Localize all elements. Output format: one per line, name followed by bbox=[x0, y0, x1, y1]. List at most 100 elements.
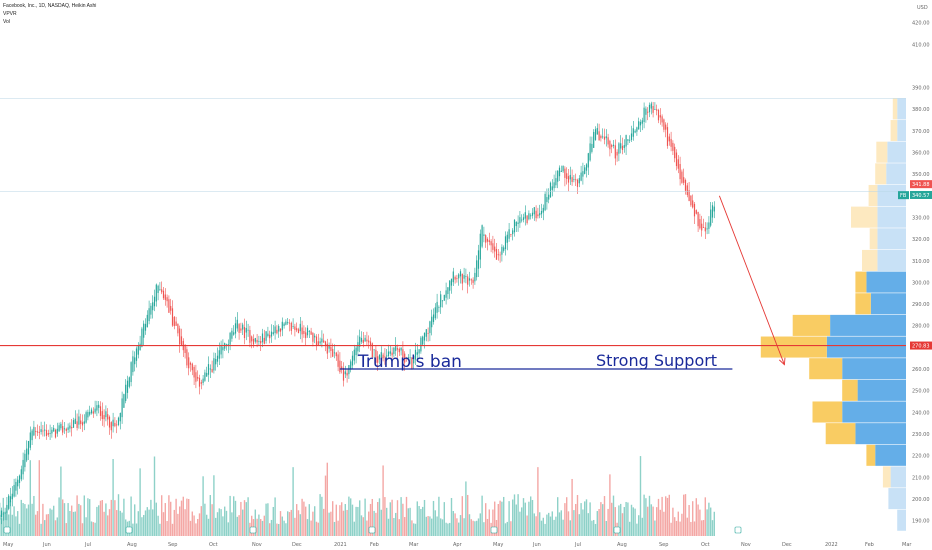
volume-bar bbox=[431, 518, 433, 536]
projection-arrow[interactable] bbox=[718, 195, 785, 365]
candle-body bbox=[56, 428, 58, 434]
candle-body bbox=[481, 225, 483, 247]
volume-bar bbox=[429, 516, 431, 536]
candle-body bbox=[71, 427, 73, 429]
vpvr-up-bar bbox=[886, 163, 906, 185]
candle-body bbox=[218, 350, 220, 359]
volume-bar bbox=[310, 520, 312, 536]
time-axis[interactable] bbox=[0, 538, 910, 550]
volume-bar bbox=[517, 494, 519, 536]
candle-body bbox=[474, 272, 476, 282]
candle-body bbox=[490, 241, 492, 246]
volume-bar bbox=[292, 467, 294, 536]
volume-bar bbox=[317, 522, 319, 536]
candle-body bbox=[35, 431, 37, 432]
earnings-marker[interactable] bbox=[3, 526, 11, 534]
candle-body bbox=[132, 356, 134, 373]
price-tick-label: 330.00 bbox=[912, 215, 930, 221]
volume-bar bbox=[240, 501, 242, 536]
earnings-marker[interactable] bbox=[125, 526, 133, 534]
vpvr-up-bar bbox=[857, 379, 906, 401]
candle-body bbox=[125, 384, 127, 401]
volume-bar bbox=[386, 507, 388, 536]
volume-bar bbox=[155, 502, 157, 536]
volume-bar bbox=[29, 460, 31, 536]
candle-body bbox=[683, 177, 685, 183]
earnings-marker[interactable] bbox=[368, 526, 376, 534]
volume-bar bbox=[33, 495, 35, 536]
candle-body bbox=[78, 416, 80, 425]
candle-body bbox=[418, 349, 420, 354]
candle-body bbox=[510, 234, 512, 235]
candle-body bbox=[274, 326, 276, 334]
candle-body bbox=[351, 355, 354, 366]
volume-bar bbox=[51, 509, 53, 536]
volume-bar bbox=[672, 507, 674, 536]
time-tick-label: Mar bbox=[902, 542, 912, 548]
candle-body bbox=[299, 323, 301, 332]
candle-body bbox=[305, 332, 307, 339]
volume-bar bbox=[519, 511, 521, 536]
candle-body bbox=[198, 377, 201, 387]
volume-bar bbox=[441, 519, 444, 536]
candle-body bbox=[571, 177, 573, 183]
earnings-marker[interactable] bbox=[734, 526, 742, 534]
volume-bar bbox=[326, 462, 328, 536]
candle-body bbox=[539, 213, 541, 216]
candle-body bbox=[121, 398, 123, 418]
candle-body bbox=[281, 321, 283, 331]
earnings-marker[interactable] bbox=[249, 526, 257, 534]
earnings-marker[interactable] bbox=[613, 526, 621, 534]
candle-body bbox=[425, 329, 427, 337]
trump-ban-annotation[interactable]: Trump's ban bbox=[357, 352, 462, 372]
candle-body bbox=[342, 367, 345, 381]
candle-body bbox=[47, 433, 49, 435]
candle-body bbox=[488, 240, 490, 243]
candle-body bbox=[650, 103, 652, 109]
price-axis[interactable] bbox=[910, 0, 932, 550]
candle-body bbox=[67, 427, 69, 430]
volume-bar bbox=[409, 507, 411, 536]
volume-bar bbox=[225, 510, 228, 536]
candle-body bbox=[621, 145, 624, 150]
volume-bar bbox=[524, 502, 526, 536]
candle-body bbox=[461, 273, 463, 284]
candle-body bbox=[139, 343, 141, 351]
volume-bar bbox=[366, 520, 368, 536]
vpvr-up-bar bbox=[855, 423, 906, 445]
volume-bar bbox=[614, 507, 616, 536]
volume-bar bbox=[537, 467, 539, 536]
candle-body bbox=[49, 432, 51, 434]
volume-bar bbox=[135, 523, 138, 536]
vpvr-indicator-label[interactable]: VPVR bbox=[3, 11, 17, 17]
red-line-price-badge bbox=[910, 341, 932, 350]
volume-bar bbox=[447, 523, 449, 536]
volume-bar bbox=[652, 506, 654, 536]
volume-bar bbox=[528, 501, 530, 536]
volume-indicator-label[interactable]: Vol bbox=[3, 19, 10, 25]
volume-bar bbox=[112, 459, 114, 536]
candle-body bbox=[220, 346, 222, 355]
volume-bar bbox=[650, 504, 652, 536]
volume-bar bbox=[542, 517, 544, 536]
candle-body bbox=[636, 127, 638, 132]
price-tick-label: 260.00 bbox=[912, 367, 930, 373]
volume-bar bbox=[620, 503, 622, 536]
strong-support-annotation[interactable]: Strong Support bbox=[596, 351, 717, 370]
volume-bar bbox=[153, 456, 156, 536]
price-tick-label: 240.00 bbox=[912, 410, 930, 416]
price-tick-label: 350.00 bbox=[912, 172, 930, 178]
candle-body bbox=[227, 344, 229, 346]
volume-bar bbox=[40, 523, 42, 536]
candle-body bbox=[135, 348, 138, 361]
volume-bar bbox=[657, 498, 660, 536]
volume-bar bbox=[504, 523, 507, 536]
candle-body bbox=[53, 427, 55, 432]
candle-body bbox=[99, 406, 102, 416]
earnings-marker[interactable] bbox=[490, 526, 498, 534]
candle-body bbox=[321, 338, 323, 343]
vpvr-down-bar bbox=[868, 184, 878, 207]
candle-body bbox=[404, 353, 406, 363]
candle-body bbox=[616, 151, 618, 156]
